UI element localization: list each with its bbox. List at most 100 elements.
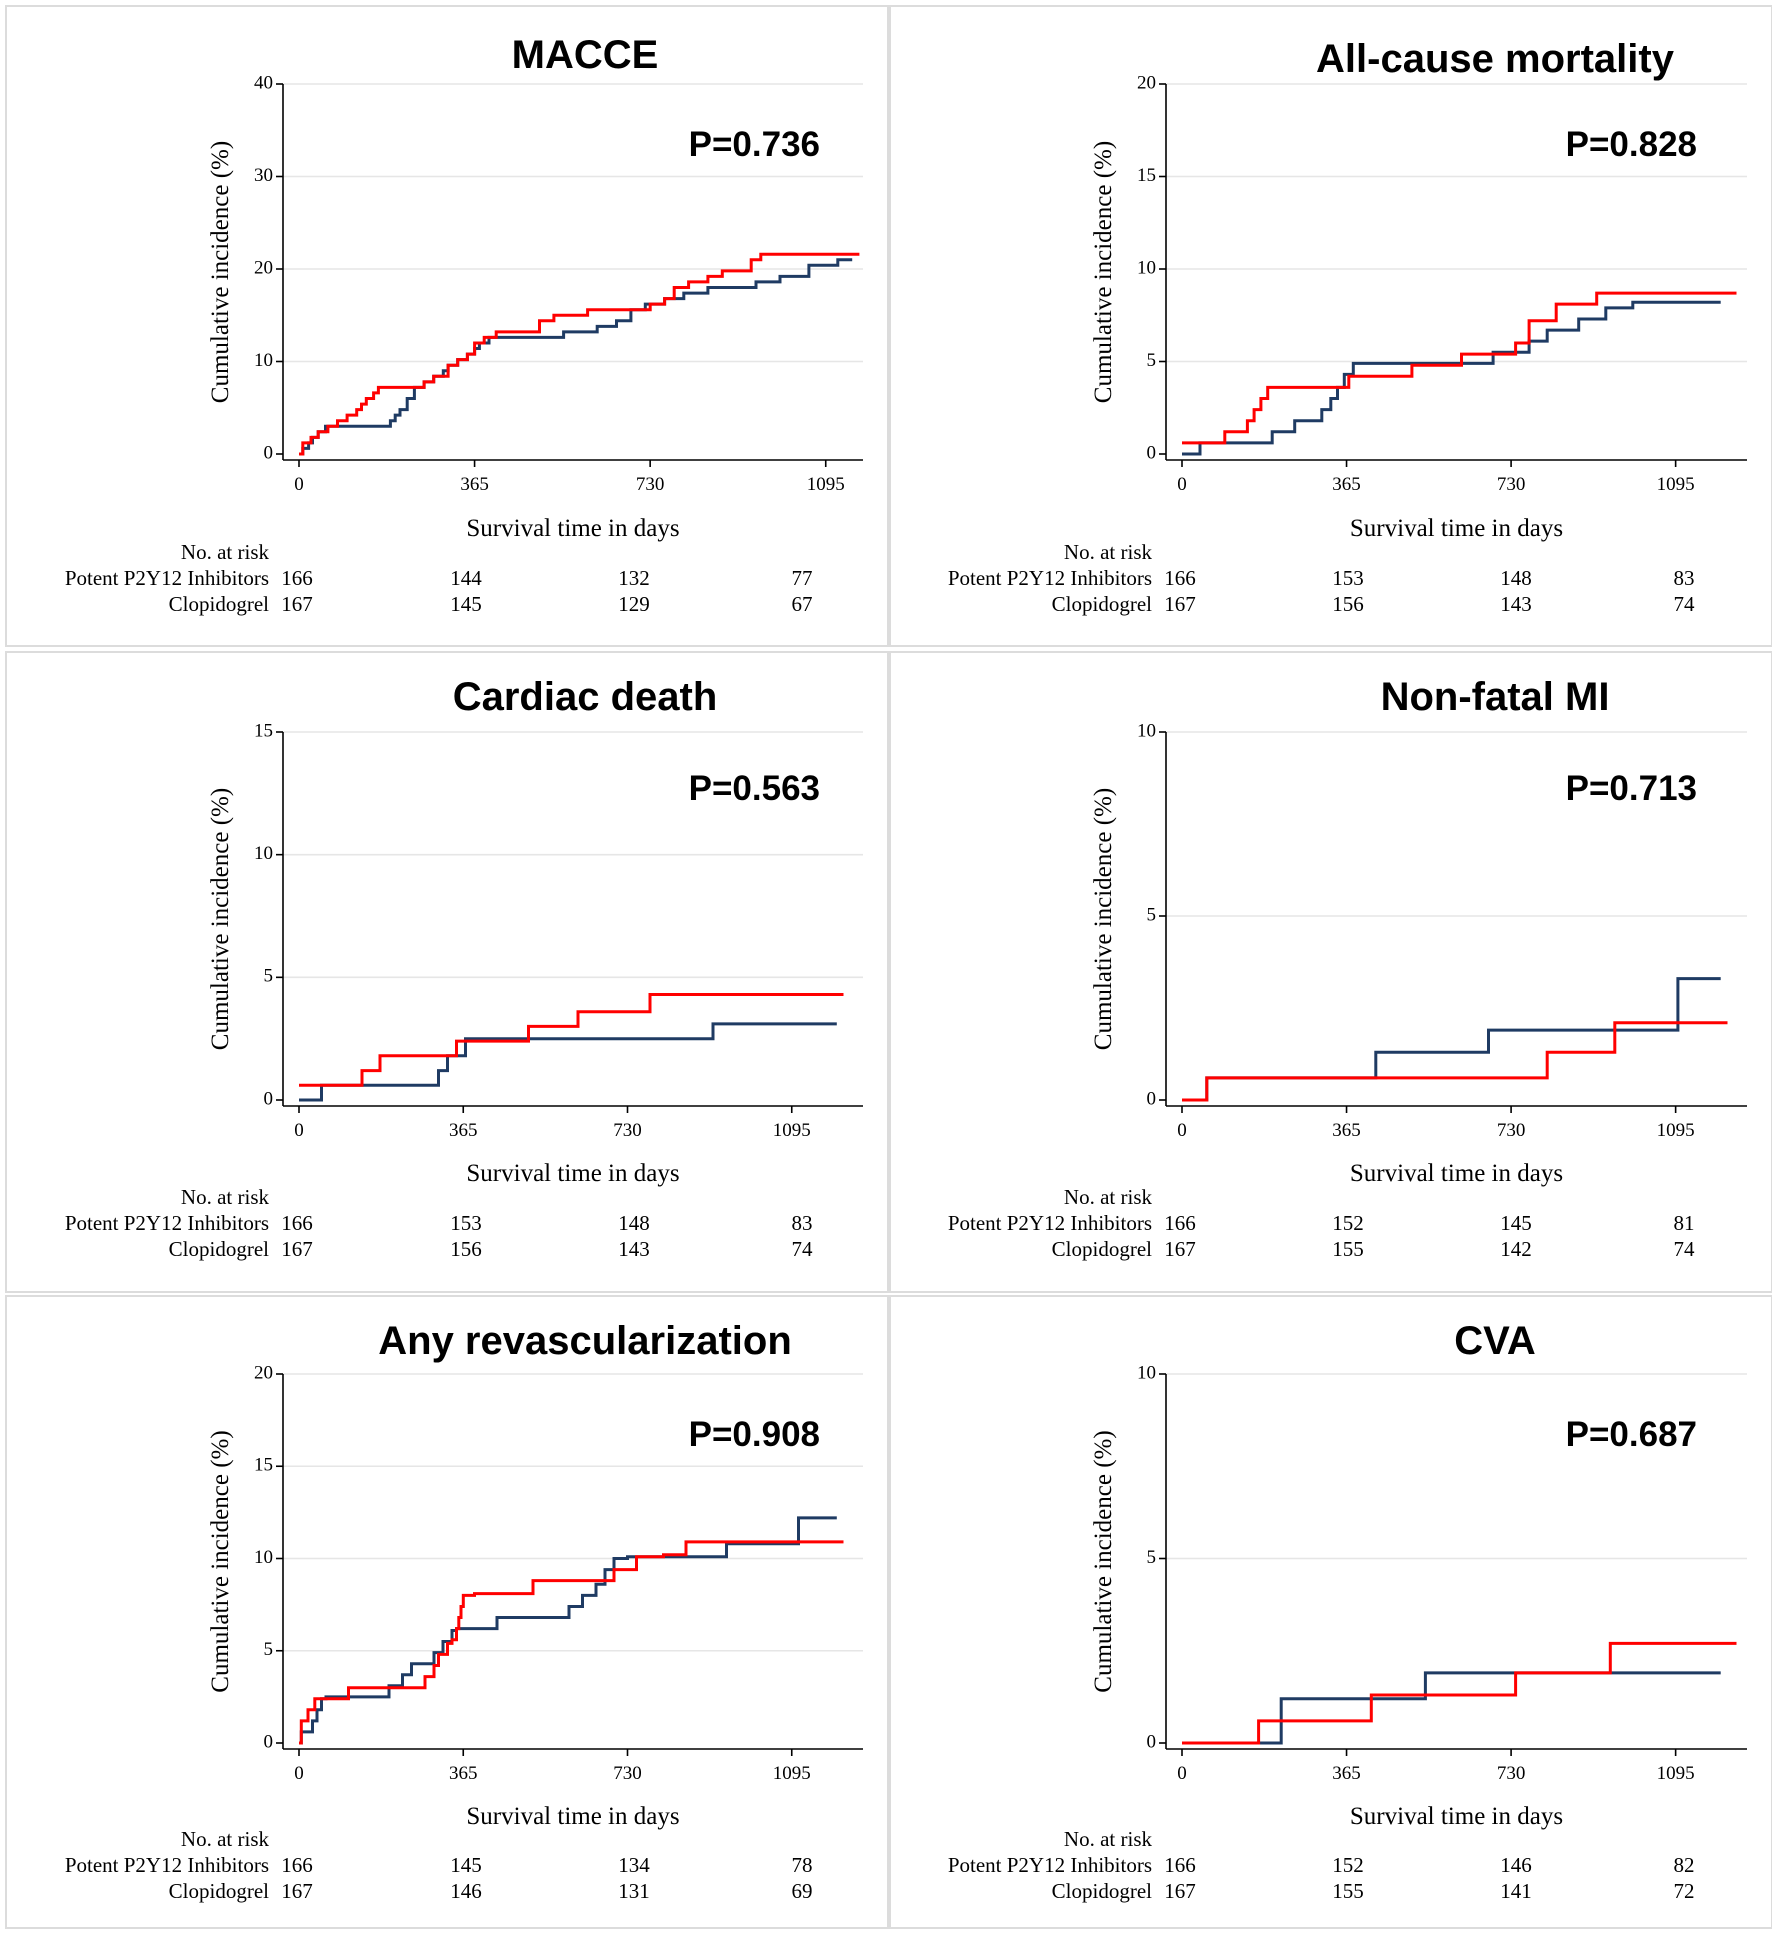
risk-value: 152 [1332,1211,1364,1235]
risk-value: 131 [618,1879,650,1903]
p-value: P=0.828 [1566,125,1697,164]
risk-value: 167 [281,592,313,616]
y-tick-label: 20 [1137,72,1156,93]
risk-value: 74 [792,1237,814,1261]
risk-value: 144 [450,566,482,590]
x-tick-label: 0 [294,1120,304,1141]
risk-value: 167 [281,1879,313,1903]
risk-value: 74 [1674,592,1696,616]
risk-value: 145 [450,1853,482,1877]
risk-value: 129 [618,592,650,616]
risk-value: 166 [1164,1853,1196,1877]
x-tick-label: 0 [1177,474,1187,495]
risk-value: 166 [1164,1211,1196,1235]
risk-value: 155 [1332,1237,1364,1261]
x-tick-label: 0 [294,1763,304,1784]
y-tick-label: 5 [1147,350,1157,371]
risk-row-label: Clopidogrel [169,1237,269,1261]
risk-value: 83 [792,1211,813,1235]
y-axis-title: Cumulative incidence (%) [1090,1430,1117,1692]
risk-header: No. at risk [181,540,270,564]
risk-value: 153 [450,1211,482,1235]
risk-row-label: Clopidogrel [169,1879,269,1903]
risk-value: 166 [281,566,313,590]
x-axis-title: Survival time in days [466,515,679,542]
risk-value: 67 [792,592,813,616]
p-value: P=0.563 [689,769,820,808]
y-tick-label: 5 [1147,904,1157,925]
x-axis-title: Survival time in days [466,1160,679,1187]
risk-value: 143 [1500,592,1532,616]
risk-row-label: Clopidogrel [1052,592,1152,616]
p-value: P=0.713 [1566,769,1697,808]
risk-row-label: Potent P2Y12 Inhibitors [65,1853,269,1877]
x-tick-label: 365 [449,1763,478,1784]
risk-header: No. at risk [181,1185,270,1209]
panel-2: 0 5 10 15 20 0 365 730 1095 Survival time in days… [889,5,1772,647]
risk-row-label: Clopidogrel [1052,1237,1152,1261]
panel-title: Cardiac death [453,675,718,719]
risk-value: 81 [1674,1211,1695,1235]
clopidogrel-curve [299,1022,837,1102]
x-tick-label: 0 [1177,1763,1187,1784]
y-tick-label: 15 [1137,165,1156,186]
risk-value: 82 [1674,1853,1695,1877]
risk-row-label: Clopidogrel [169,592,269,616]
risk-header: No. at risk [1064,1827,1153,1851]
panel-5: 0 5 10 15 20 0 365 730 1095 Survival time in days… [5,1295,889,1929]
x-tick-label: 730 [613,1763,642,1784]
y-tick-label: 10 [1137,720,1156,741]
risk-header: No. at risk [1064,1185,1153,1209]
risk-value: 167 [1164,1879,1196,1903]
y-tick-label: 0 [1147,442,1157,463]
p-value: P=0.736 [689,125,820,164]
risk-value: 69 [792,1879,813,1903]
x-axis-title: Survival time in days [1350,1803,1563,1830]
panel-title: Any revascularization [378,1319,792,1363]
panel-frame [5,1295,889,1929]
risk-value: 166 [281,1211,313,1235]
y-axis-title: Cumulative incidence (%) [207,141,234,403]
risk-value: 132 [618,566,650,590]
risk-value: 72 [1674,1879,1695,1903]
x-axis-title: Survival time in days [1350,515,1563,542]
panel-frame [5,5,889,647]
potent-p2y12-curve [1182,291,1737,445]
panel-1: 0 10 20 30 40 0 365 730 1095 Survival time in day… [5,5,889,647]
risk-value: 167 [1164,592,1196,616]
panel-frame [889,1295,1772,1929]
x-tick-label: 730 [636,474,665,495]
x-tick-label: 1095 [1657,1763,1695,1784]
potent-p2y12-curve [1182,1641,1737,1745]
x-tick-label: 0 [294,474,304,495]
risk-value: 167 [1164,1237,1196,1261]
risk-value: 146 [1500,1853,1532,1877]
panel-frame [5,651,889,1293]
y-tick-label: 40 [254,72,273,93]
y-tick-label: 0 [1147,1731,1157,1752]
panel-6: 0 5 10 0 365 730 1095 Survival time in days Cumu… [889,1295,1772,1929]
x-tick-label: 1095 [1657,474,1695,495]
y-tick-label: 20 [254,1362,273,1383]
x-tick-label: 365 [1332,474,1361,495]
risk-value: 134 [618,1853,650,1877]
y-tick-label: 30 [254,165,273,186]
risk-value: 143 [618,1237,650,1261]
panel-4: 0 5 10 0 365 730 1095 Survival time in days Cumu… [889,651,1772,1293]
y-tick-label: 15 [254,720,273,741]
risk-row-label: Potent P2Y12 Inhibitors [65,1211,269,1235]
risk-value: 152 [1332,1853,1364,1877]
risk-row-label: Potent P2Y12 Inhibitors [65,566,269,590]
x-tick-label: 1095 [1657,1120,1695,1141]
panel-title: All-cause mortality [1316,37,1675,81]
y-tick-label: 10 [254,843,273,864]
risk-value: 146 [450,1879,482,1903]
risk-value: 142 [1500,1237,1532,1261]
y-axis-title: Cumulative incidence (%) [207,1430,234,1692]
potent-p2y12-curve [299,993,844,1087]
x-tick-label: 1095 [807,474,845,495]
panel-title: CVA [1454,1319,1535,1363]
x-tick-label: 730 [1497,474,1526,495]
risk-value: 166 [1164,566,1196,590]
risk-value: 156 [450,1237,482,1261]
